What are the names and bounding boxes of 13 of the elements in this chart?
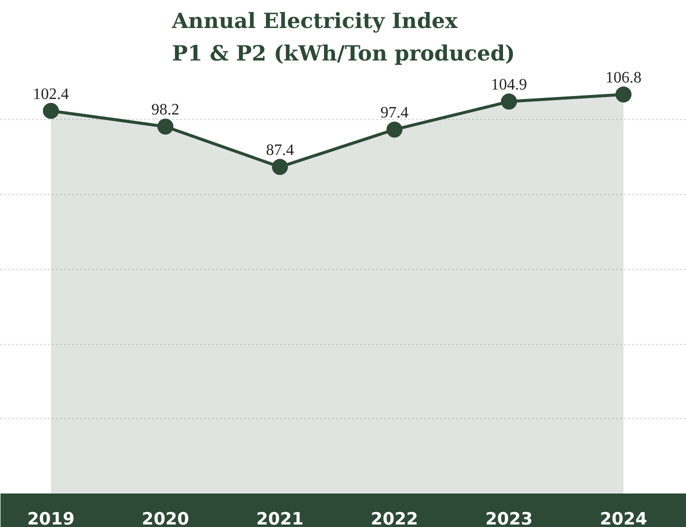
x-tick-label: 2021: [256, 510, 304, 527]
x-tick-label: 2022: [370, 510, 418, 527]
data-label: 98.2: [151, 102, 180, 119]
data-label: 87.4: [266, 142, 294, 159]
x-tick-label: 2020: [142, 510, 190, 527]
data-label: 97.4: [380, 104, 408, 122]
x-tick-label: 2023: [485, 510, 533, 527]
x-tick-label: 2024: [600, 510, 648, 527]
chart-title: Annual Electricity Index P1 & P2 (kWh/Ton produced): [171, 8, 515, 66]
data-label: 104.9: [490, 76, 527, 94]
x-tick-label: 2019: [27, 510, 75, 527]
data-label: 106.8: [606, 69, 642, 86]
data-label: 102.4: [32, 86, 69, 103]
